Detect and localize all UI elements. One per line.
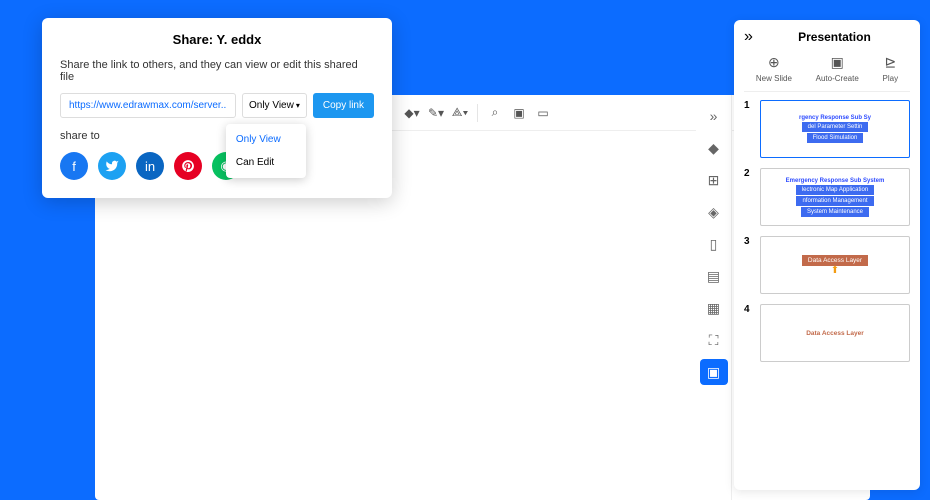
slide3-arrow-icon: ⬆ (831, 267, 839, 275)
new-slide-label: New Slide (756, 74, 792, 83)
auto-create-button[interactable]: ▣ Auto-Create (816, 54, 859, 83)
play-icon: ⊵ (884, 54, 896, 71)
fill-icon[interactable]: ◆▾ (401, 102, 423, 124)
facebook-icon[interactable]: f (60, 152, 88, 180)
layers-icon[interactable]: ◈ (700, 199, 728, 225)
screen-icon: ▣ (831, 54, 844, 71)
permission-option-edit[interactable]: Can Edit (226, 151, 306, 174)
permission-selected: Only View (249, 100, 294, 111)
slide-num-1: 1 (744, 100, 754, 111)
slide-thumb-1[interactable]: rgency Response Sub Sy del Parameter Set… (760, 100, 910, 158)
copy-link-button[interactable]: Copy link (313, 93, 374, 118)
book-icon[interactable]: ▭ (532, 102, 554, 124)
pen-icon[interactable]: ✎▾ (425, 102, 447, 124)
crop-icon[interactable]: ⟁▾ (449, 102, 471, 124)
slide-thumb-3[interactable]: Data Access Layer ⬆ (760, 236, 910, 294)
collapse-icon[interactable]: » (700, 103, 728, 129)
presentation-title: Presentation (759, 30, 910, 44)
library-icon[interactable]: ▦ (700, 295, 728, 321)
slide2-title: Emergency Response Sub System (786, 178, 885, 184)
shapes-icon[interactable]: ⊞ (700, 167, 728, 193)
right-rail: » ◆ ⊞ ◈ ▯ ▤ ▦ ⛶ ▣ (696, 95, 732, 500)
expand-icon[interactable]: ⛶ (700, 327, 728, 353)
linkedin-icon[interactable]: in (136, 152, 164, 180)
slide-thumb-2[interactable]: Emergency Response Sub System lectronic … (760, 168, 910, 226)
presentation-panel: » Presentation ⊕ New Slide ▣ Auto-Create ⊵… (734, 20, 920, 490)
new-slide-button[interactable]: ⊕ New Slide (756, 54, 792, 83)
pinterest-icon[interactable] (174, 152, 202, 180)
slide4-label: Data Access Layer (806, 330, 864, 337)
share-url[interactable]: https://www.edrawmax.com/server.. (60, 93, 236, 118)
slide1-item1: Flood Simulation (807, 133, 864, 143)
share-to-label: share to (60, 130, 374, 142)
history-icon[interactable]: ▤ (700, 263, 728, 289)
slide-thumb-4[interactable]: Data Access Layer (760, 304, 910, 362)
play-label: Play (883, 74, 899, 83)
grid-icon[interactable]: ▣ (508, 102, 530, 124)
play-button[interactable]: ⊵ Play (883, 54, 899, 83)
share-description: Share the link to others, and they can v… (60, 59, 374, 83)
slide-num-3: 3 (744, 236, 754, 247)
slide1-title: rgency Response Sub Sy (799, 115, 871, 121)
permission-dropdown: Only View Can Edit (226, 124, 306, 178)
slide2-item2: System Maintenance (801, 207, 869, 217)
page-icon[interactable]: ▯ (700, 231, 728, 257)
slide2-item1: nformation Management (796, 196, 873, 206)
twitter-icon[interactable] (98, 152, 126, 180)
permission-option-view[interactable]: Only View (226, 128, 306, 151)
slide1-item0: del Parameter Settin (802, 122, 869, 132)
slide2-item0: lectronic Map Application (796, 185, 874, 195)
search-icon[interactable]: ⌕ (484, 102, 506, 124)
presentation-icon[interactable]: ▣ (700, 359, 728, 385)
paint-bucket-icon[interactable]: ◆ (700, 135, 728, 161)
share-dialog: Share: Y. eddx Share the link to others,… (42, 18, 392, 198)
slide-num-4: 4 (744, 304, 754, 315)
auto-create-label: Auto-Create (816, 74, 859, 83)
plus-icon: ⊕ (768, 54, 780, 71)
share-title: Share: Y. eddx (60, 32, 374, 47)
collapse-panel-icon[interactable]: » (744, 28, 753, 46)
permission-select[interactable]: Only View Only View Can Edit (242, 93, 307, 118)
slide-num-2: 2 (744, 168, 754, 179)
